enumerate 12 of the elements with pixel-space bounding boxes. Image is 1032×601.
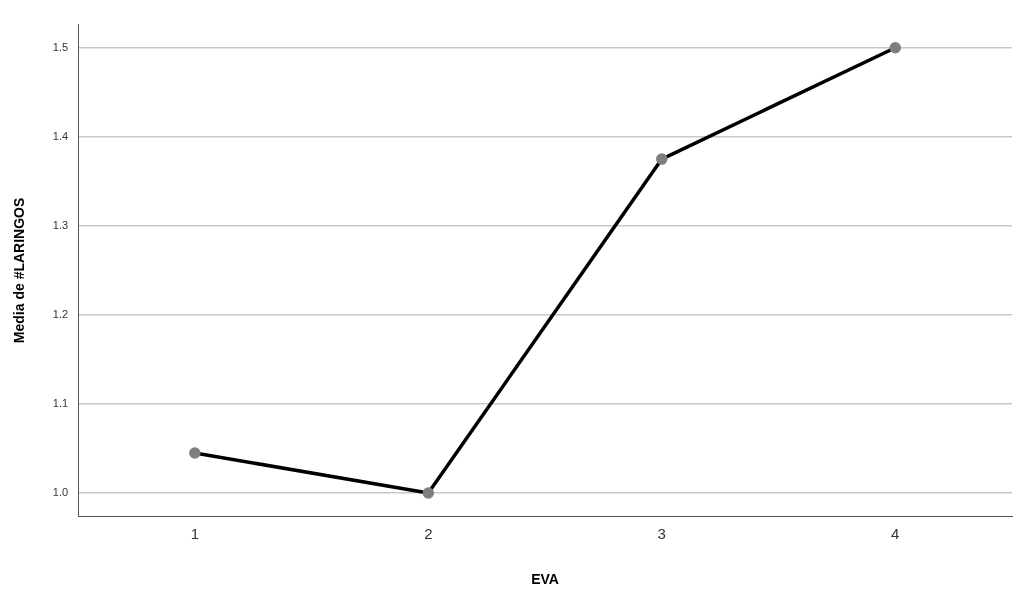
y-tick-label: 1.4 xyxy=(52,129,69,142)
x-tick-label: 4 xyxy=(891,525,900,543)
y-tick-label: 1.5 xyxy=(52,40,69,53)
x-tick-label: 2 xyxy=(424,525,433,543)
y-axis-title: Media de #LARINGOS xyxy=(11,197,28,344)
x-axis-title: EVA xyxy=(531,571,559,588)
y-tick-label: 1.1 xyxy=(52,397,69,410)
x-tick-label: 3 xyxy=(657,525,666,543)
y-tick-label: 1.0 xyxy=(52,486,69,499)
x-tick-label: 1 xyxy=(190,525,199,543)
y-tick-label: 1.3 xyxy=(52,218,69,231)
y-tick-label: 1.2 xyxy=(52,307,69,320)
